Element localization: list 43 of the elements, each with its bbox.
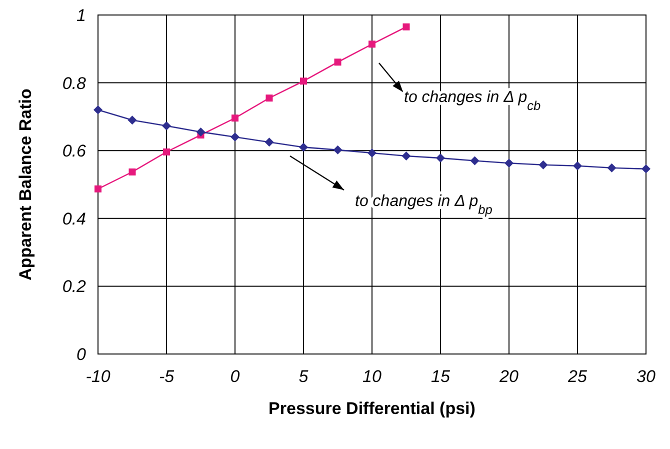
point (196, 127, 206, 136)
point (128, 116, 137, 125)
point (607, 163, 616, 172)
point (538, 160, 548, 170)
point (163, 148, 170, 156)
point (470, 156, 480, 166)
point (436, 154, 445, 163)
y-tick-label: 0.2 (62, 277, 87, 296)
point (642, 164, 650, 174)
y-tick-label: 0.8 (62, 74, 87, 93)
x-tick-label: 10 (362, 367, 382, 386)
point (504, 158, 514, 168)
point (232, 114, 238, 122)
x-tick-label: 20 (498, 367, 519, 386)
x-tick-label: 5 (298, 367, 309, 386)
x-tick-label: -10 (86, 367, 111, 386)
y-axis-title: Apparent Balance Ratio (16, 88, 35, 280)
point (368, 40, 376, 48)
point (230, 132, 240, 142)
point (333, 145, 342, 154)
y-tick-label: 0 (76, 345, 87, 364)
x-tick-label: 25 (567, 367, 588, 386)
x-tick-label: 0 (230, 367, 240, 386)
point (94, 185, 102, 192)
point (128, 168, 136, 176)
x-tick-label: -5 (158, 367, 175, 386)
point (368, 148, 376, 158)
point (334, 58, 342, 66)
x-tick-label: 30 (636, 367, 656, 386)
point (300, 78, 307, 85)
point (266, 94, 273, 102)
point (402, 152, 411, 161)
x-axis-title: Pressure Differential (psi) (268, 399, 476, 418)
y-tick-label: 0.6 (62, 142, 87, 161)
point (402, 23, 410, 30)
point (264, 138, 274, 147)
point (573, 161, 582, 170)
point (94, 105, 102, 114)
x-tick-label: 15 (431, 367, 450, 386)
point (162, 121, 171, 130)
point (299, 142, 308, 152)
y-tick-label: 1 (76, 6, 86, 25)
y-tick-label: 0.4 (62, 209, 86, 228)
